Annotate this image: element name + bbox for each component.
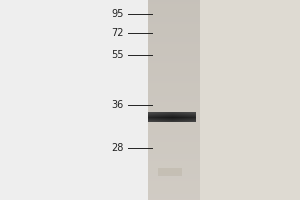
Text: 95: 95 [112, 9, 124, 19]
Bar [0, 0, 148, 200]
Text: 55: 55 [112, 50, 124, 60]
Text: 28: 28 [112, 143, 124, 153]
Text: 72: 72 [112, 28, 124, 38]
Bar [200, 0, 300, 200]
Text: 36: 36 [112, 100, 124, 110]
